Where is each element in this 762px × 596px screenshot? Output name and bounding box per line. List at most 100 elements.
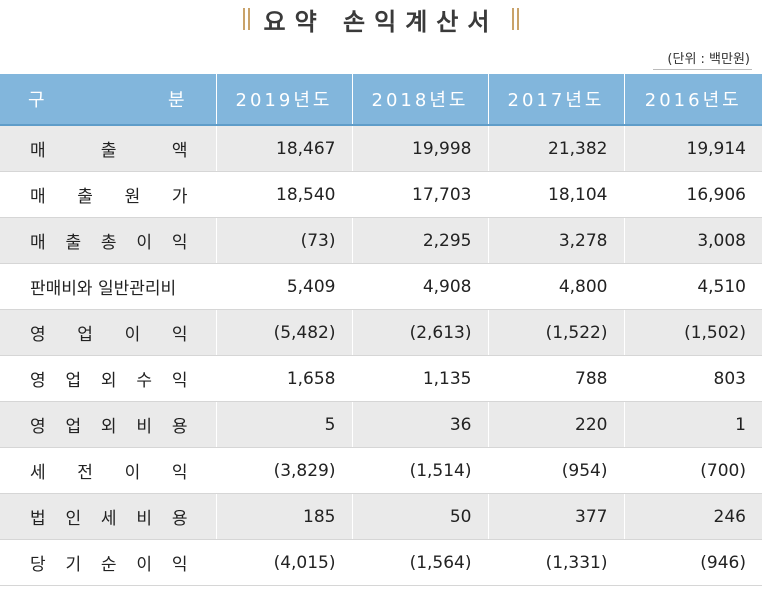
- value-cell: (4,015): [216, 539, 353, 586]
- row-label-char: 매: [30, 233, 46, 253]
- table-row: 영 업 이 익 (5,482) (2,613) (1,522) (1,502): [0, 309, 762, 356]
- header-year: 2017년도: [488, 74, 625, 126]
- row-label-char: 이: [136, 233, 152, 253]
- header-year: 2016년도: [624, 74, 762, 126]
- row-label-char: 이: [124, 325, 141, 345]
- value-cell: 21,382: [488, 125, 625, 172]
- row-label-char: 비: [136, 509, 152, 529]
- value-cell: (954): [488, 447, 625, 494]
- header-category: 구 분: [0, 74, 217, 126]
- value-cell: 185: [216, 493, 353, 540]
- value-cell: (1,522): [488, 309, 625, 356]
- value-cell: 5: [216, 401, 353, 448]
- value-cell: 220: [488, 401, 625, 448]
- table-row: 당 기 순 이 익 (4,015) (1,564) (1,331) (946): [0, 539, 762, 586]
- value-cell: 5,409: [216, 263, 353, 310]
- row-label-char: 용: [171, 509, 188, 529]
- row-label-char: 매: [30, 141, 46, 161]
- row-label-char: 익: [171, 463, 188, 483]
- value-cell: (1,502): [624, 309, 762, 356]
- value-cell: 3,278: [488, 217, 625, 264]
- table-body: 매 출 액 18,467 19,998 21,382 19,914 매 출 원 가 18,540 17,…: [0, 125, 762, 586]
- value-cell: (2,613): [352, 309, 489, 356]
- row-label-char: 총: [100, 233, 117, 253]
- header-year: 2019년도: [216, 74, 353, 126]
- value-cell: (5,482): [216, 309, 353, 356]
- value-cell: (1,331): [488, 539, 625, 586]
- table-row: 매 출 원 가 18,540 17,703 18,104 16,906: [0, 171, 762, 218]
- row-label-char: 세: [30, 463, 46, 483]
- row-label-char: 익: [171, 371, 188, 391]
- row-label-char: 영: [30, 417, 46, 437]
- row-label-char: 이: [136, 555, 152, 575]
- value-cell: 16,906: [624, 171, 762, 218]
- title-area: 요약 손익계산서: [0, 2, 762, 36]
- title-left-ornament: [242, 8, 250, 30]
- value-cell: 3,008: [624, 217, 762, 264]
- page-title: 요약 손익계산서: [263, 7, 499, 36]
- summary-income-table: 구 분 2019년도 2018년도 2017년도 2016년도 매 출 액 18,46…: [0, 74, 762, 586]
- row-label-char: 세: [100, 509, 117, 529]
- row-label-char: 이: [124, 463, 141, 483]
- value-cell: 788: [488, 355, 625, 402]
- value-cell: (1,564): [352, 539, 489, 586]
- row-label-char: 원: [124, 187, 141, 207]
- table-header-row: 구 분 2019년도 2018년도 2017년도 2016년도: [0, 74, 762, 126]
- row-label-char: 기: [65, 555, 82, 575]
- row-label-char: 판매비와 일반관리비: [30, 279, 177, 299]
- value-cell: (73): [216, 217, 353, 264]
- table-row: 판매비와 일반관리비 5,409 4,908 4,800 4,510: [0, 263, 762, 310]
- header-year: 2018년도: [352, 74, 489, 126]
- value-cell: 36: [352, 401, 489, 448]
- row-label-char: 외: [100, 417, 117, 437]
- value-cell: (946): [624, 539, 762, 586]
- value-cell: 17,703: [352, 171, 489, 218]
- row-label-char: 법: [30, 509, 46, 529]
- header-category-char: 분: [167, 90, 188, 111]
- row-label-char: 업: [65, 417, 82, 437]
- row-label-char: 가: [171, 187, 188, 207]
- value-cell: 1,658: [216, 355, 353, 402]
- table-row: 세 전 이 익 (3,829) (1,514) (954) (700): [0, 447, 762, 494]
- value-cell: 1: [624, 401, 762, 448]
- row-label-char: 출: [77, 187, 93, 207]
- unit-note: (단위 : 백만원): [653, 48, 752, 70]
- value-cell: 19,914: [624, 125, 762, 172]
- value-cell: 4,800: [488, 263, 625, 310]
- row-label-char: 용: [171, 417, 188, 437]
- value-cell: (700): [624, 447, 762, 494]
- value-cell: 4,908: [352, 263, 489, 310]
- value-cell: 377: [488, 493, 625, 540]
- row-label-char: 수: [136, 371, 152, 391]
- table-row: 영 업 외 비 용 5 36 220 1: [0, 401, 762, 448]
- value-cell: 19,998: [352, 125, 489, 172]
- row-label-char: 익: [171, 233, 188, 253]
- value-cell: 246: [624, 493, 762, 540]
- value-cell: 803: [624, 355, 762, 402]
- row-label-char: 업: [77, 325, 93, 345]
- value-cell: 4,510: [624, 263, 762, 310]
- row-label-char: 액: [171, 141, 188, 161]
- row-label-char: 출: [65, 233, 82, 253]
- row-label-char: 익: [171, 325, 188, 345]
- row-label-char: 익: [171, 555, 188, 575]
- row-label-char: 외: [100, 371, 117, 391]
- row-label-char: 영: [30, 325, 46, 345]
- value-cell: 18,467: [216, 125, 353, 172]
- row-label-char: 비: [136, 417, 152, 437]
- value-cell: 18,104: [488, 171, 625, 218]
- row-label-char: 출: [100, 141, 117, 161]
- value-cell: 1,135: [352, 355, 489, 402]
- row-label-char: 전: [77, 463, 93, 483]
- table-row: 법 인 세 비 용 185 50 377 246: [0, 493, 762, 540]
